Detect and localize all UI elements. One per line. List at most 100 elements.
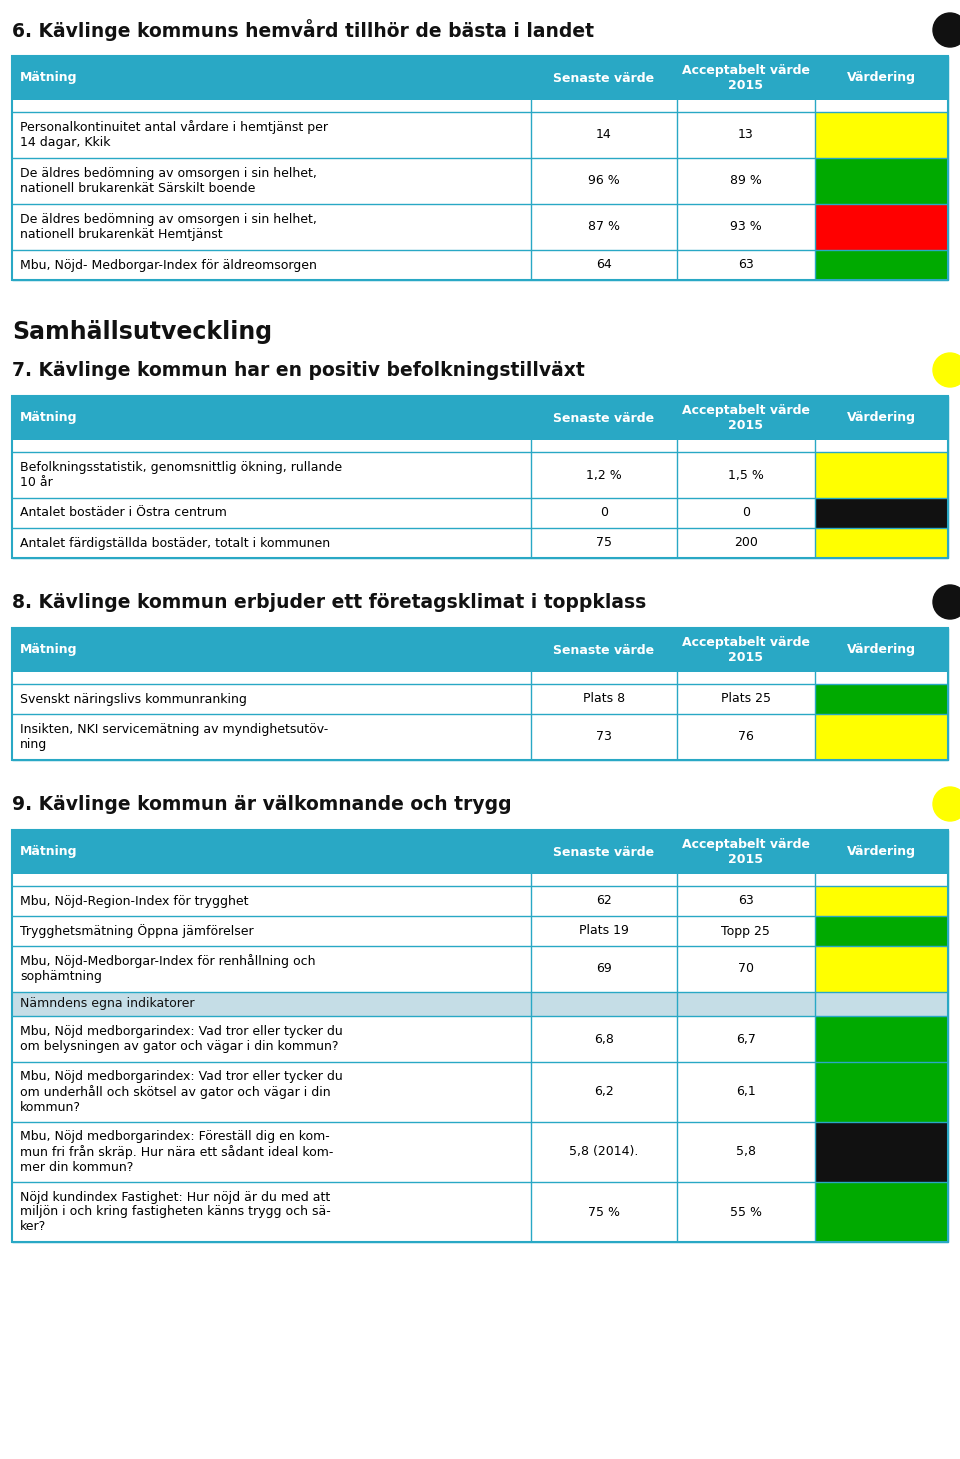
Bar xyxy=(12,1122,948,1182)
Text: Insikten, NKI servicemätning av myndighetsutöv-
ning: Insikten, NKI servicemätning av myndighe… xyxy=(20,724,328,751)
Bar xyxy=(12,684,948,713)
Bar xyxy=(815,528,948,557)
Text: Senaste värde: Senaste värde xyxy=(554,71,655,85)
Bar xyxy=(815,1122,948,1182)
Text: Acceptabelt värde
2015: Acceptabelt värde 2015 xyxy=(682,837,810,867)
Bar xyxy=(815,204,948,249)
Text: Mbu, Nöjd- Medborgar-Index för äldreomsorgen: Mbu, Nöjd- Medborgar-Index för äldreomso… xyxy=(20,258,317,271)
Text: 89 %: 89 % xyxy=(730,175,762,188)
Bar xyxy=(12,55,948,101)
Bar xyxy=(815,112,948,158)
Bar xyxy=(815,158,948,204)
Text: 63: 63 xyxy=(738,894,754,907)
Text: Mbu, Nöjd-Medborgar-Index för renhållning och
sophämtning: Mbu, Nöjd-Medborgar-Index för renhållnin… xyxy=(20,954,316,983)
Text: 13: 13 xyxy=(738,128,754,142)
Text: Värdering: Värdering xyxy=(847,411,916,425)
Text: De äldres bedömning av omsorgen i sin helhet,
nationell brukarenkät Hemtjänst: De äldres bedömning av omsorgen i sin he… xyxy=(20,213,317,241)
Text: 64: 64 xyxy=(596,258,612,271)
Text: 69: 69 xyxy=(596,963,612,976)
Text: 8. Kävlinge kommun erbjuder ett företagsklimat i toppklass: 8. Kävlinge kommun erbjuder ett företags… xyxy=(12,592,646,611)
Text: Mätning: Mätning xyxy=(20,411,78,425)
Bar xyxy=(12,945,948,992)
Text: De äldres bedömning av omsorgen i sin helhet,
nationell brukarenkät Särskilt boe: De äldres bedömning av omsorgen i sin he… xyxy=(20,166,317,196)
Text: 73: 73 xyxy=(596,731,612,744)
Text: 6. Kävlinge kommuns hemvård tillhör de bästa i landet: 6. Kävlinge kommuns hemvård tillhör de b… xyxy=(12,19,594,41)
Text: 87 %: 87 % xyxy=(588,220,620,233)
Text: Personalkontinuitet antal vårdare i hemtjänst per
14 dagar, Kkik: Personalkontinuitet antal vårdare i hemt… xyxy=(20,121,328,149)
Bar xyxy=(12,673,948,684)
Bar xyxy=(815,1015,948,1062)
Text: 200: 200 xyxy=(733,537,757,550)
Bar xyxy=(815,1062,948,1122)
Bar xyxy=(12,1182,948,1242)
Bar xyxy=(12,886,948,916)
Text: Acceptabelt värde
2015: Acceptabelt värde 2015 xyxy=(682,64,810,92)
Bar xyxy=(12,627,948,673)
Text: Mätning: Mätning xyxy=(20,643,78,657)
Text: 96 %: 96 % xyxy=(588,175,620,188)
Circle shape xyxy=(933,353,960,387)
Bar xyxy=(12,916,948,945)
Text: Senaste värde: Senaste värde xyxy=(554,846,655,858)
Text: Plats 25: Plats 25 xyxy=(721,693,771,706)
Bar xyxy=(12,204,948,249)
Text: 7. Kävlinge kommun har en positiv befolkningstillväxt: 7. Kävlinge kommun har en positiv befolk… xyxy=(12,360,585,379)
Bar xyxy=(12,830,948,874)
Text: 6,2: 6,2 xyxy=(594,1085,613,1099)
Text: Mbu, Nöjd medborgarindex: Vad tror eller tycker du
om underhåll och skötsel av g: Mbu, Nöjd medborgarindex: Vad tror eller… xyxy=(20,1069,343,1115)
Text: Mbu, Nöjd-Region-Index för trygghet: Mbu, Nöjd-Region-Index för trygghet xyxy=(20,894,249,907)
Text: Svenskt näringslivs kommunranking: Svenskt näringslivs kommunranking xyxy=(20,693,247,706)
Text: 55 %: 55 % xyxy=(730,1205,762,1218)
Bar xyxy=(12,441,948,452)
Bar xyxy=(12,627,948,760)
Text: 9. Kävlinge kommun är välkomnande och trygg: 9. Kävlinge kommun är välkomnande och tr… xyxy=(12,795,512,814)
Bar xyxy=(12,1062,948,1122)
Bar xyxy=(815,249,948,280)
Text: Trygghetsmätning Öppna jämförelser: Trygghetsmätning Öppna jämförelser xyxy=(20,924,253,938)
Bar xyxy=(12,112,948,158)
Bar xyxy=(815,452,948,498)
Text: 5,8 (2014).: 5,8 (2014). xyxy=(569,1145,638,1158)
Bar xyxy=(12,874,948,886)
Circle shape xyxy=(933,585,960,619)
Text: 62: 62 xyxy=(596,894,612,907)
Text: Värdering: Värdering xyxy=(847,71,916,85)
Bar xyxy=(12,395,948,441)
Text: 70: 70 xyxy=(738,963,754,976)
Text: Antalet färdigställda bostäder, totalt i kommunen: Antalet färdigställda bostäder, totalt i… xyxy=(20,537,330,550)
Text: 63: 63 xyxy=(738,258,754,271)
Bar xyxy=(12,992,948,1015)
Text: Mätning: Mätning xyxy=(20,71,78,85)
Text: Samhällsutveckling: Samhällsutveckling xyxy=(12,320,272,344)
Text: 75 %: 75 % xyxy=(588,1205,620,1218)
Bar xyxy=(12,1015,948,1062)
Bar xyxy=(815,713,948,760)
Text: Mätning: Mätning xyxy=(20,846,78,858)
Circle shape xyxy=(933,786,960,821)
Text: Mbu, Nöjd medborgarindex: Föreställ dig en kom-
mun fri från skräp. Hur nära ett: Mbu, Nöjd medborgarindex: Föreställ dig … xyxy=(20,1129,333,1174)
Text: Mbu, Nöjd medborgarindex: Vad tror eller tycker du
om belysningen av gator och v: Mbu, Nöjd medborgarindex: Vad tror eller… xyxy=(20,1026,343,1053)
Bar xyxy=(12,498,948,528)
Text: Nöjd kundindex Fastighet: Hur nöjd är du med att
miljön i och kring fastigheten : Nöjd kundindex Fastighet: Hur nöjd är du… xyxy=(20,1191,331,1233)
Bar xyxy=(12,452,948,498)
Text: 1,5 %: 1,5 % xyxy=(728,468,764,481)
Text: Befolkningsstatistik, genomsnittlig ökning, rullande
10 år: Befolkningsstatistik, genomsnittlig ökni… xyxy=(20,461,342,489)
Bar xyxy=(815,684,948,713)
Bar xyxy=(815,945,948,992)
Text: Acceptabelt värde
2015: Acceptabelt värde 2015 xyxy=(682,636,810,664)
Text: 76: 76 xyxy=(738,731,754,744)
Text: 1,2 %: 1,2 % xyxy=(587,468,622,481)
Bar xyxy=(12,55,948,280)
Text: Topp 25: Topp 25 xyxy=(721,925,770,938)
Text: 0: 0 xyxy=(742,506,750,519)
Text: 5,8: 5,8 xyxy=(735,1145,756,1158)
Bar xyxy=(815,886,948,916)
Bar xyxy=(12,101,948,112)
Bar xyxy=(815,1182,948,1242)
Text: Nämndens egna indikatorer: Nämndens egna indikatorer xyxy=(20,998,195,1011)
Bar xyxy=(12,713,948,760)
Bar xyxy=(12,249,948,280)
Text: Plats 19: Plats 19 xyxy=(579,925,629,938)
Text: Senaste värde: Senaste värde xyxy=(554,643,655,657)
Bar xyxy=(12,830,948,1242)
